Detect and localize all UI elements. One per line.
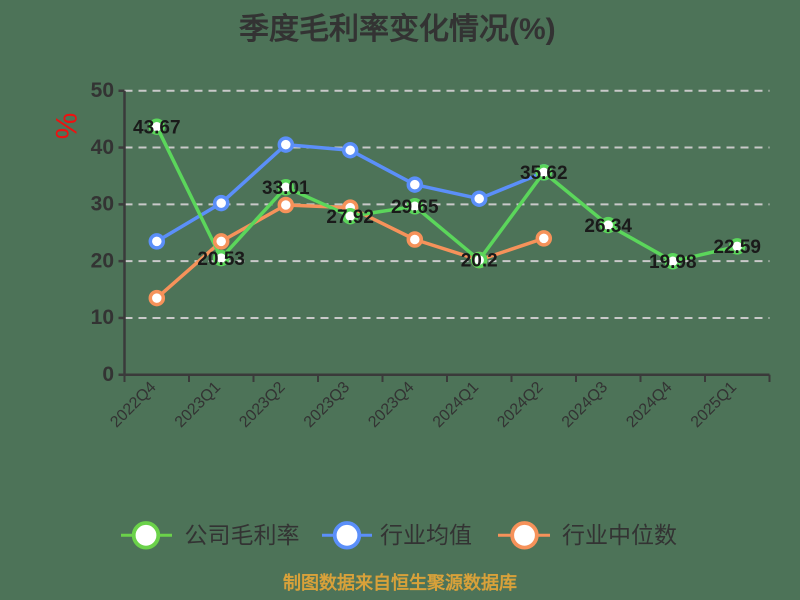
svg-text:29.65: 29.65 [391,197,439,218]
svg-text:2023Q2: 2023Q2 [236,379,288,431]
svg-text:10: 10 [91,306,114,329]
svg-text:2024Q1: 2024Q1 [430,379,482,431]
svg-text:35.62: 35.62 [520,163,568,184]
svg-text:20.53: 20.53 [197,249,245,270]
svg-text:2024Q2: 2024Q2 [494,379,546,431]
svg-text:22.59: 22.59 [713,237,761,258]
svg-text:26.34: 26.34 [584,216,632,237]
svg-text:公司毛利率: 公司毛利率 [185,522,300,548]
svg-text:20: 20 [91,249,114,272]
svg-text:2025Q1: 2025Q1 [688,379,740,431]
svg-text:27.92: 27.92 [326,207,374,228]
svg-text:50: 50 [91,79,114,102]
svg-text:19.98: 19.98 [649,252,697,273]
svg-text:%: % [49,113,82,140]
svg-text:2023Q3: 2023Q3 [301,379,353,431]
svg-text:33.01: 33.01 [262,178,310,199]
svg-text:2022Q4: 2022Q4 [107,379,159,431]
svg-text:行业中位数: 行业中位数 [562,522,677,548]
svg-text:2024Q3: 2024Q3 [559,379,611,431]
svg-text:行业均值: 行业均值 [380,522,472,548]
svg-text:0: 0 [102,363,114,386]
svg-text:2023Q1: 2023Q1 [172,379,224,431]
svg-text:2023Q4: 2023Q4 [365,379,417,431]
svg-text:30: 30 [91,193,114,216]
svg-text:20.2: 20.2 [461,251,498,272]
svg-text:2024Q4: 2024Q4 [623,379,675,431]
svg-text:制图数据来自恒生聚源数据库: 制图数据来自恒生聚源数据库 [283,572,517,593]
svg-text:40: 40 [91,136,114,159]
svg-text:43.67: 43.67 [133,117,181,138]
